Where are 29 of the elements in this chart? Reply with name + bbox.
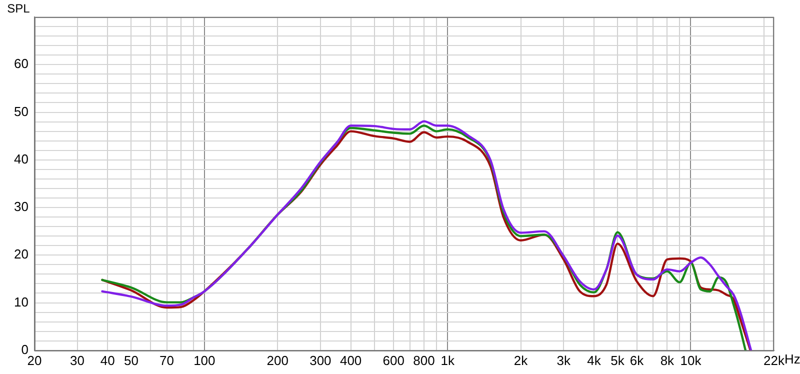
x-tick-label: 22k: [764, 352, 785, 368]
x-tick-label: 50: [124, 352, 138, 368]
y-axis-title: SPL: [7, 1, 30, 16]
x-tick-label: 20: [27, 352, 42, 368]
x-tick-label: 70: [160, 352, 174, 368]
x-tick-label: 6k: [630, 352, 644, 368]
y-tick-label: 40: [14, 151, 28, 166]
y-tick-label: 0: [21, 342, 28, 357]
x-tick-label: 3k: [556, 352, 571, 368]
x-axis-title: Hz: [784, 351, 800, 366]
x-tick-label: 200: [266, 352, 288, 368]
y-tick-label: 60: [14, 56, 28, 72]
x-tick-label: 8k: [660, 352, 675, 368]
x-tick-label: 2k: [514, 352, 528, 368]
x-tick-label: 600: [382, 352, 404, 368]
x-tick-label: 1k: [440, 352, 455, 368]
x-tick-label: 800: [413, 352, 435, 368]
y-tick-label: 30: [14, 199, 28, 214]
x-tick-label: 40: [100, 352, 115, 368]
x-tick-label: 400: [340, 352, 362, 368]
x-tick-label: 100: [194, 352, 216, 368]
x-tick-label: 30: [70, 352, 85, 368]
y-tick-label: 10: [14, 294, 28, 310]
x-tick-label: 10k: [680, 352, 702, 368]
y-tick-label: 20: [14, 246, 28, 262]
x-tick-label: 300: [310, 352, 332, 368]
x-tick-label: 5k: [610, 352, 625, 368]
x-tick-label: 4k: [587, 352, 602, 368]
y-tick-label: 50: [14, 104, 28, 119]
